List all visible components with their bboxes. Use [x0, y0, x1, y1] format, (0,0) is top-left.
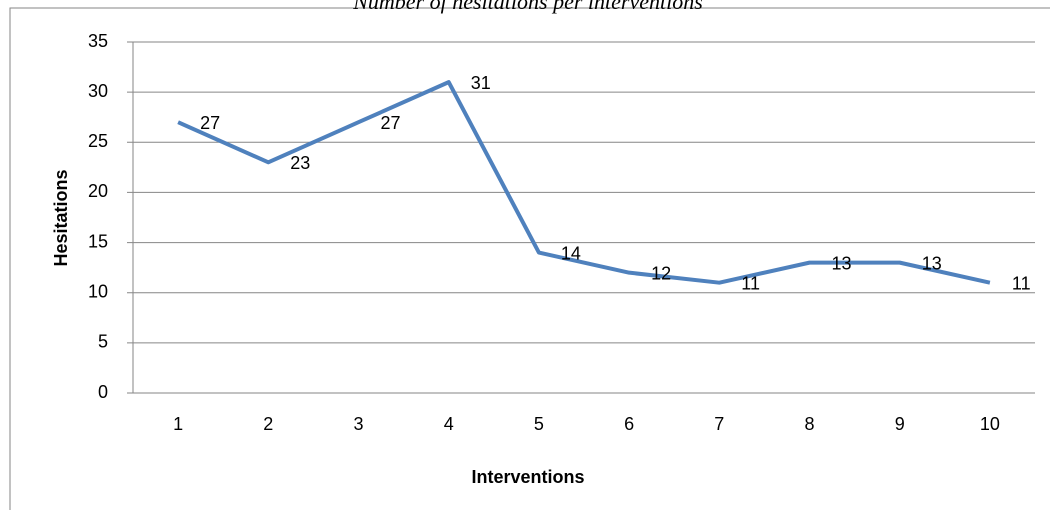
- chart-title: Number of hesitations per interventions: [352, 0, 703, 14]
- x-tick-label: 2: [263, 414, 273, 434]
- data-label: 27: [381, 113, 401, 133]
- x-tick-label: 1: [173, 414, 183, 434]
- x-axis-title: Interventions: [471, 467, 584, 487]
- y-tick-label: 0: [98, 382, 108, 402]
- x-tick-label: 3: [353, 414, 363, 434]
- data-label: 31: [471, 73, 491, 93]
- y-tick-label: 15: [88, 231, 108, 251]
- chart-border: [9, 7, 1050, 510]
- data-label: 14: [561, 243, 581, 263]
- data-line: [177, 80, 991, 285]
- y-tick-label: 20: [88, 181, 108, 201]
- data-label: 23: [290, 153, 310, 173]
- y-tick-label: 35: [88, 31, 108, 51]
- x-tick-label: 10: [980, 414, 1000, 434]
- data-label: 11: [741, 273, 760, 293]
- y-tick-label: 30: [88, 81, 108, 101]
- x-tick-label: 5: [534, 414, 544, 434]
- x-tick-label: 4: [444, 414, 454, 434]
- data-label: 27: [200, 113, 220, 133]
- x-tick-label: 8: [804, 414, 814, 434]
- data-label: 13: [922, 253, 942, 273]
- x-tick-label: 6: [624, 414, 634, 434]
- y-tick-label: 10: [88, 281, 108, 301]
- data-label: 12: [651, 263, 671, 283]
- x-tick-label: 7: [714, 414, 724, 434]
- y-tick-label: 25: [88, 131, 108, 151]
- y-tick-label: 5: [98, 332, 108, 352]
- x-tick-label: 9: [895, 414, 905, 434]
- data-label: 13: [832, 253, 852, 273]
- y-axis-title: Hesitations: [51, 169, 71, 266]
- data-label: 11: [1012, 273, 1031, 293]
